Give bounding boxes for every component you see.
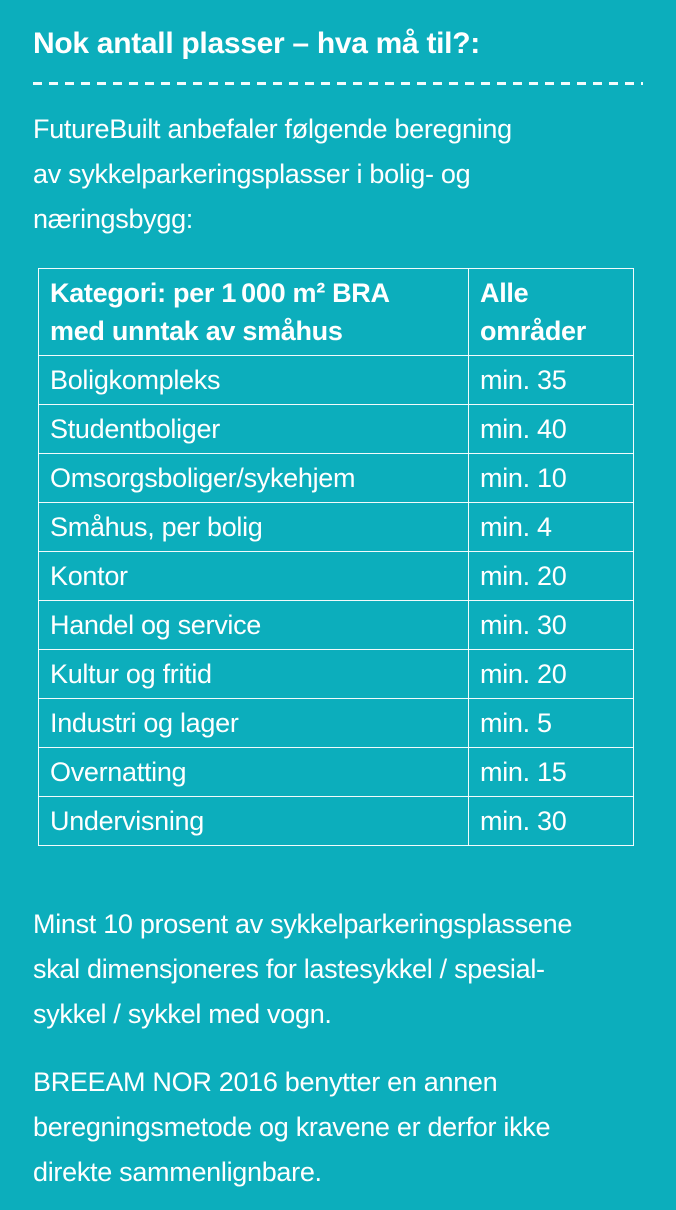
- value-cell: min. 35: [468, 355, 634, 405]
- table-row: Handel og service min. 30: [38, 600, 634, 650]
- note-cargo-bikes: Minst 10 prosent av sykkelparkeringsplas…: [33, 902, 643, 1037]
- notes-section: Minst 10 prosent av sykkelparkeringsplas…: [33, 902, 643, 1195]
- table-header-category-line2: med unntak av småhus: [50, 316, 343, 346]
- table-header-row: Kategori: per 1 000 m² BRA med unntak av…: [38, 268, 634, 356]
- table-row: Kultur og fritid min. 20: [38, 649, 634, 699]
- category-cell: Kultur og fritid: [38, 649, 469, 699]
- category-cell: Industri og lager: [38, 698, 469, 748]
- value-cell: min. 15: [468, 747, 634, 797]
- section-title: Nok antall plasser – hva må til?:: [33, 27, 480, 60]
- note-line: sykkel / sykkel med vogn.: [33, 999, 332, 1029]
- table-row: Studentboliger min. 40: [38, 404, 634, 454]
- value-cell: min. 10: [468, 453, 634, 503]
- value-cell: min. 20: [468, 649, 634, 699]
- category-cell: Studentboliger: [38, 404, 469, 454]
- intro-line: FutureBuilt anbefaler følgende beregning: [33, 114, 512, 144]
- note-line: Minst 10 prosent av sykkelparkeringsplas…: [33, 909, 573, 939]
- table-header-category: Kategori: per 1 000 m² BRA med unntak av…: [38, 268, 469, 356]
- table-row: Overnatting min. 15: [38, 747, 634, 797]
- value-cell: min. 4: [468, 502, 634, 552]
- table-row: Kontor min. 20: [38, 551, 634, 601]
- category-cell: Undervisning: [38, 796, 469, 846]
- table-header-value: Alle områder: [468, 268, 634, 356]
- category-cell: Kontor: [38, 551, 469, 601]
- note-line: BREEAM NOR 2016 benytter en annen: [33, 1067, 498, 1097]
- category-cell: Overnatting: [38, 747, 469, 797]
- value-cell: min. 5: [468, 698, 634, 748]
- requirements-table: Kategori: per 1 000 m² BRA med unntak av…: [38, 268, 634, 846]
- dashed-divider: [33, 82, 643, 85]
- intro-line: næringsbygg:: [33, 204, 193, 234]
- note-breeam: BREEAM NOR 2016 benytter en annen beregn…: [33, 1060, 643, 1195]
- value-cell: min. 20: [468, 551, 634, 601]
- note-line: beregningsmetode og kravene er derfor ik…: [33, 1112, 551, 1142]
- value-cell: min. 30: [468, 796, 634, 846]
- table-row: Undervisning min. 30: [38, 796, 634, 846]
- category-cell: Omsorgsboliger/sykehjem: [38, 453, 469, 503]
- note-line: direkte sammenlignbare.: [33, 1157, 322, 1187]
- table-header-category-line1: Kategori: per 1 000 m² BRA: [50, 278, 390, 308]
- table-row: Boligkompleks min. 35: [38, 355, 634, 405]
- category-cell: Boligkompleks: [38, 355, 469, 405]
- category-cell: Handel og service: [38, 600, 469, 650]
- note-line: skal dimensjoneres for lastesykkel / spe…: [33, 954, 545, 984]
- rate-table-body: Boligkompleks min. 35 Studentboliger min…: [38, 355, 634, 846]
- table-row: Industri og lager min. 5: [38, 698, 634, 748]
- table-row: Omsorgsboliger/sykehjem min. 10: [38, 453, 634, 503]
- table-header-value-line2: områder: [480, 316, 586, 346]
- table-header-value-line1: Alle: [480, 278, 529, 308]
- intro-line: av sykkelparkeringsplasser i bolig- og: [33, 159, 471, 189]
- value-cell: min. 30: [468, 600, 634, 650]
- value-cell: min. 40: [468, 404, 634, 454]
- category-cell: Småhus, per bolig: [38, 502, 469, 552]
- intro-paragraph: FutureBuilt anbefaler følgende beregning…: [33, 107, 643, 242]
- table-row: Småhus, per bolig min. 4: [38, 502, 634, 552]
